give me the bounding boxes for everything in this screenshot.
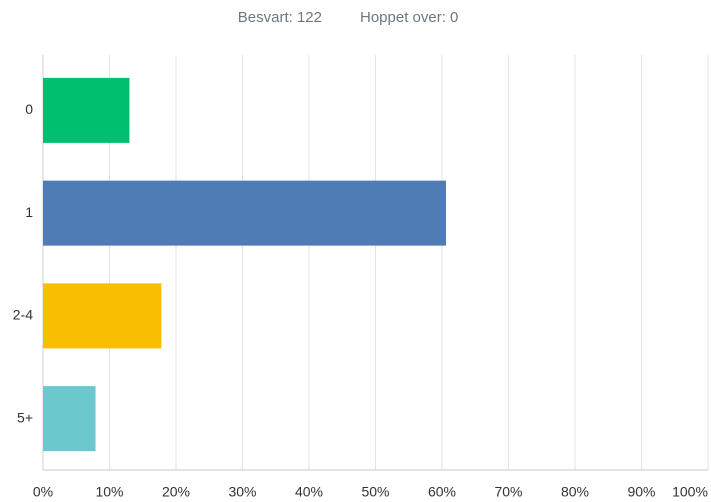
y-tick-label: 5+: [17, 409, 33, 425]
bar: [43, 180, 446, 246]
x-tick-label: 10%: [95, 484, 123, 500]
x-tick-label: 50%: [361, 484, 389, 500]
answered-count: Besvart: 122: [238, 9, 322, 26]
x-tick-label: 60%: [428, 484, 456, 500]
x-tick-label: 90%: [627, 484, 655, 500]
x-tick-label: 0%: [33, 484, 53, 500]
bar: [43, 283, 162, 349]
x-tick-label: 100%: [672, 484, 708, 500]
x-tick-label: 80%: [561, 484, 589, 500]
x-tick-label: 70%: [494, 484, 522, 500]
y-tick-label: 0: [25, 101, 33, 117]
x-tick-label: 30%: [228, 484, 256, 500]
skipped-count: Hoppet over: 0: [360, 9, 458, 26]
x-tick-label: 20%: [162, 484, 190, 500]
y-tick-label: 2-4: [13, 307, 33, 323]
bar: [43, 77, 130, 143]
bar: [43, 386, 96, 452]
x-tick-label: 40%: [295, 484, 323, 500]
y-tick-label: 1: [25, 204, 33, 220]
